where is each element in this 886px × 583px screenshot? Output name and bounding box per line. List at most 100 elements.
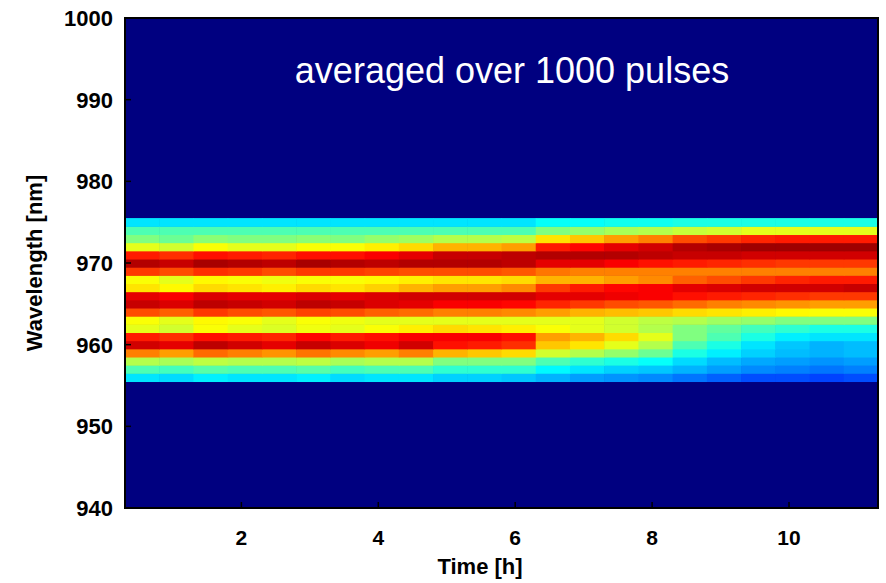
cell bbox=[193, 283, 228, 292]
cell bbox=[228, 300, 263, 309]
x-tick bbox=[514, 502, 516, 508]
cell bbox=[159, 259, 194, 268]
cell bbox=[330, 218, 365, 227]
cell bbox=[844, 324, 878, 333]
x-tick bbox=[378, 502, 380, 508]
y-axis-title: Wavelength [nm] bbox=[22, 175, 47, 351]
cell bbox=[536, 332, 571, 341]
y-tick-label: 960 bbox=[76, 333, 113, 358]
cell bbox=[536, 275, 571, 284]
cell bbox=[707, 300, 742, 309]
cell bbox=[536, 308, 571, 317]
cell bbox=[399, 218, 434, 227]
cell bbox=[775, 316, 810, 325]
cell bbox=[810, 308, 845, 317]
cell bbox=[228, 226, 263, 235]
cell bbox=[193, 373, 228, 382]
cell bbox=[296, 275, 331, 284]
cell bbox=[502, 332, 537, 341]
cell bbox=[673, 365, 708, 374]
x-tick-label: 10 bbox=[777, 526, 800, 549]
cell bbox=[741, 292, 776, 301]
cell bbox=[228, 234, 263, 243]
cell bbox=[638, 300, 673, 309]
cell bbox=[810, 349, 845, 358]
cell bbox=[365, 267, 400, 276]
cell bbox=[502, 373, 537, 382]
cell bbox=[296, 365, 331, 374]
cell bbox=[262, 226, 297, 235]
cell bbox=[262, 341, 297, 350]
cell bbox=[296, 292, 331, 301]
cell bbox=[433, 341, 468, 350]
cell bbox=[365, 332, 400, 341]
cell bbox=[193, 292, 228, 301]
cell bbox=[741, 324, 776, 333]
cell bbox=[570, 275, 605, 284]
cell bbox=[810, 243, 845, 252]
y-tick bbox=[125, 344, 131, 346]
cell bbox=[673, 226, 708, 235]
cell bbox=[844, 373, 878, 382]
cell bbox=[844, 259, 878, 268]
cell bbox=[604, 324, 639, 333]
cell bbox=[330, 341, 365, 350]
cell bbox=[433, 373, 468, 382]
cell bbox=[502, 308, 537, 317]
cell bbox=[296, 283, 331, 292]
x-tick bbox=[241, 502, 243, 508]
cell bbox=[193, 341, 228, 350]
cell bbox=[399, 341, 434, 350]
cell bbox=[365, 373, 400, 382]
x-tick-label: 8 bbox=[646, 526, 658, 549]
cell bbox=[810, 373, 845, 382]
cell bbox=[810, 341, 845, 350]
y-tick-label: 970 bbox=[76, 251, 113, 276]
cell bbox=[262, 283, 297, 292]
plot-background bbox=[125, 18, 878, 508]
cell bbox=[570, 365, 605, 374]
cell bbox=[810, 292, 845, 301]
cell bbox=[125, 349, 160, 358]
cell bbox=[638, 349, 673, 358]
cell bbox=[536, 251, 571, 260]
cell bbox=[296, 251, 331, 260]
cell bbox=[604, 341, 639, 350]
x-axis-title: Time [h] bbox=[437, 554, 522, 579]
cell bbox=[810, 357, 845, 366]
cell bbox=[638, 234, 673, 243]
cell bbox=[125, 283, 160, 292]
cell bbox=[673, 324, 708, 333]
cell bbox=[296, 316, 331, 325]
cell bbox=[810, 226, 845, 235]
cell bbox=[193, 300, 228, 309]
cell bbox=[296, 243, 331, 252]
cell bbox=[844, 332, 878, 341]
cell bbox=[159, 300, 194, 309]
y-tick-label: 1000 bbox=[64, 6, 113, 31]
cell bbox=[775, 300, 810, 309]
cell bbox=[193, 275, 228, 284]
cell bbox=[844, 341, 878, 350]
cell bbox=[467, 267, 502, 276]
cell bbox=[193, 267, 228, 276]
cell bbox=[638, 316, 673, 325]
cell bbox=[741, 251, 776, 260]
cell bbox=[502, 243, 537, 252]
cell bbox=[433, 316, 468, 325]
cell bbox=[296, 332, 331, 341]
cell bbox=[193, 324, 228, 333]
x-tick-label: 6 bbox=[509, 526, 521, 549]
cell bbox=[159, 316, 194, 325]
cell bbox=[193, 243, 228, 252]
cell bbox=[262, 365, 297, 374]
cell bbox=[536, 218, 571, 227]
cell bbox=[159, 292, 194, 301]
cell bbox=[775, 357, 810, 366]
cell bbox=[502, 324, 537, 333]
cell bbox=[810, 267, 845, 276]
cell bbox=[433, 324, 468, 333]
cell bbox=[673, 218, 708, 227]
cell bbox=[604, 218, 639, 227]
cell bbox=[467, 373, 502, 382]
